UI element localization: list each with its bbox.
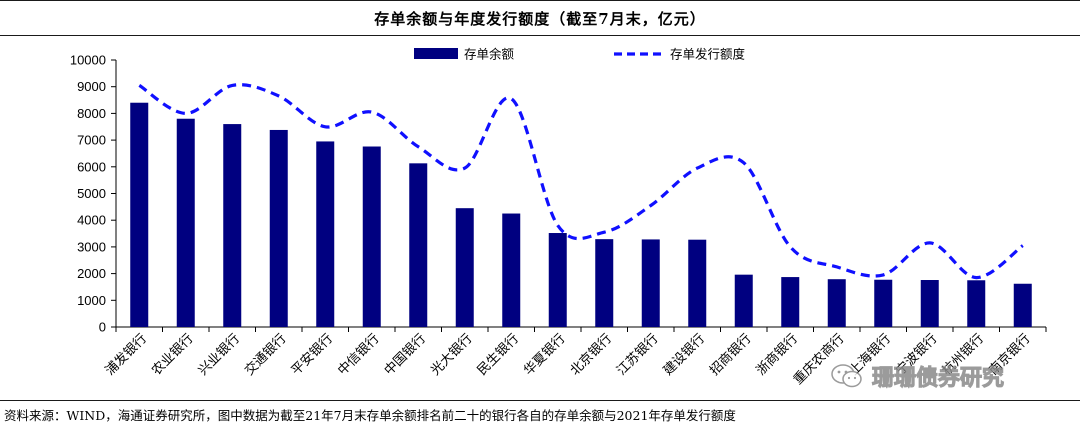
chart-area: 0 1000 2000 3000 4000 5000 6000 7000 8000 9000 100…: [70, 47, 1047, 388]
y-tick-label: 4000: [77, 213, 106, 228]
x-tick-label: 浦发银行: [102, 331, 150, 379]
source-note: 资料来源：WIND，海通证券研究所，图中数据为截至21年7月末存单余额排名前二十…: [4, 408, 736, 423]
legend-swatch-bar: [414, 48, 458, 59]
bar: [223, 124, 242, 327]
bar: [641, 239, 660, 327]
bar: [269, 129, 288, 327]
bar: [316, 141, 335, 327]
y-tick-label: 1000: [77, 293, 106, 308]
bar: [874, 279, 893, 327]
x-tick-label: 民生银行: [475, 331, 522, 378]
bar: [688, 239, 707, 327]
bar: [502, 213, 521, 327]
x-tick-label: 江苏银行: [613, 331, 661, 379]
x-tick-label: 浙商银行: [754, 331, 801, 378]
x-tick-label: 光大银行: [428, 331, 475, 378]
y-tick-label: 7000: [77, 133, 106, 148]
bar: [734, 274, 753, 327]
y-tick-label: 10000: [70, 53, 106, 68]
bar: [827, 279, 846, 327]
source-divider: [0, 400, 1080, 401]
x-tick-label: 农业银行: [149, 331, 196, 378]
y-tick-label: 5000: [77, 186, 106, 201]
x-tick-label: 中国银行: [382, 331, 429, 378]
x-tick-label: 华夏银行: [521, 331, 568, 378]
x-tick-label: 中信银行: [335, 331, 382, 378]
legend-label-line: 存单发行额度: [670, 47, 746, 62]
line-series-issuance: [138, 83, 1024, 280]
bar: [548, 233, 567, 327]
x-tick-label: 兴业银行: [196, 331, 243, 378]
wechat-icon: [831, 364, 862, 388]
watermark: 珊珊债券研究: [830, 362, 1005, 392]
y-tick-label: 2000: [77, 266, 106, 281]
x-tick-label: 建设银行: [661, 331, 708, 378]
x-tick-label: 招商银行: [707, 331, 754, 378]
bar: [176, 118, 195, 328]
bar: [1013, 283, 1032, 327]
title-bar: 存单余额与年度发行额度（截至7月末，亿元）: [0, 0, 1080, 36]
y-tick-label: 9000: [77, 79, 106, 94]
bar: [781, 277, 800, 327]
y-tick-label: 0: [99, 320, 106, 335]
bar: [455, 208, 474, 327]
bar: [967, 280, 986, 327]
x-tick-label: 交通银行: [241, 331, 289, 379]
x-tick-label: 北京银行: [568, 331, 615, 378]
watermark-text: 珊珊债券研究: [871, 366, 1005, 392]
legend-label-bar: 存单余额: [464, 47, 515, 62]
chart-title: 存单余额与年度发行额度（截至7月末，亿元）: [374, 10, 706, 28]
y-tick-label: 3000: [77, 239, 106, 254]
bar: [920, 280, 939, 327]
x-tick-label: 平安银行: [289, 331, 336, 378]
bar: [362, 146, 381, 327]
bar: [409, 163, 428, 327]
y-tick-label: 6000: [77, 159, 106, 174]
bar: [595, 239, 614, 327]
bar: [130, 102, 149, 327]
y-tick-label: 8000: [77, 106, 106, 121]
